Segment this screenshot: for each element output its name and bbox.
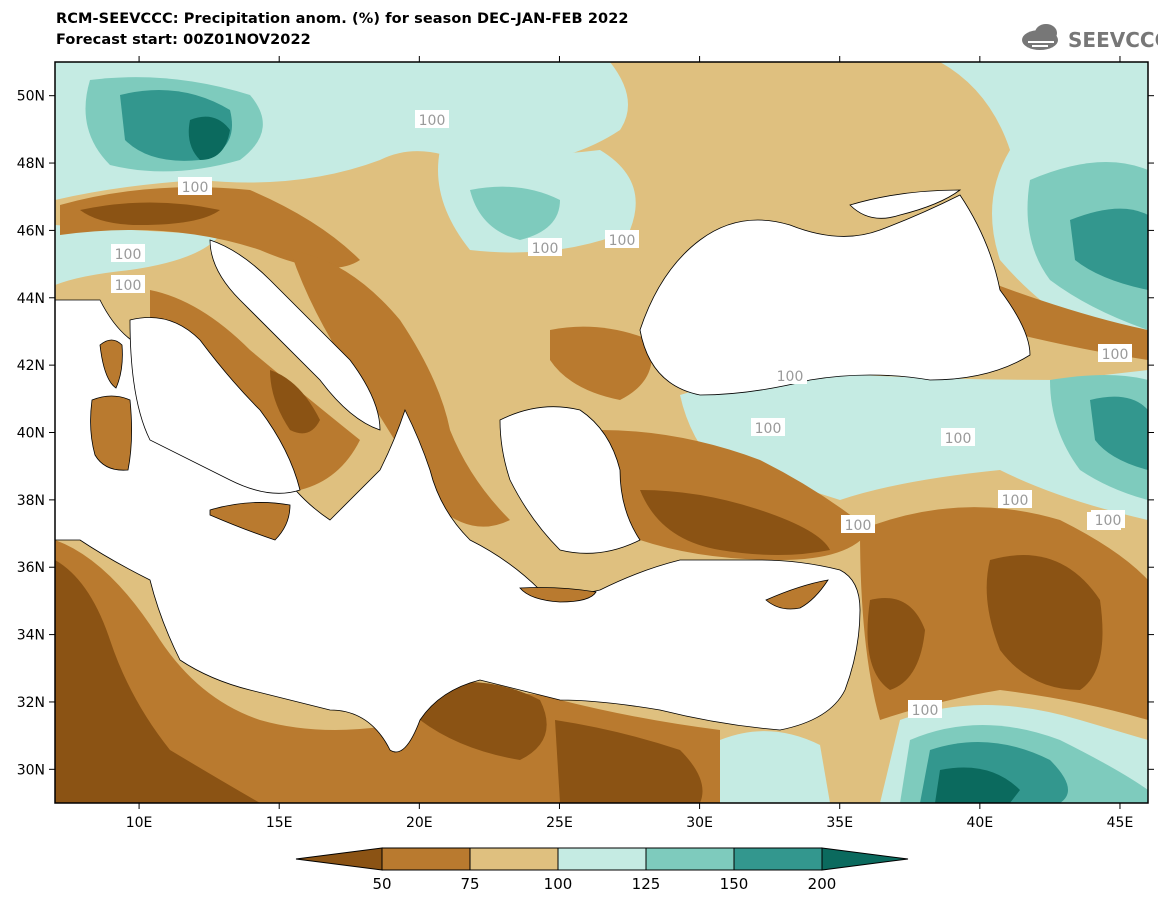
contour-label: 100 <box>773 366 807 385</box>
colorbar-segment <box>557 847 647 871</box>
field-very-dry-1 <box>80 202 220 225</box>
sea-black <box>639 194 1031 396</box>
svg-text:100: 100 <box>609 233 636 249</box>
map-plot-area: 100 100 100 100 100 100 100 100 100 100 100 100 100 1… <box>55 62 1148 803</box>
field-very-dry-4 <box>986 555 1103 690</box>
svg-text:100: 100 <box>1102 347 1129 363</box>
colorbar-arrow-low <box>295 847 383 871</box>
colorbar-label: 150 <box>720 875 749 893</box>
contour-label: 100 <box>751 418 785 437</box>
svg-text:100: 100 <box>419 113 446 129</box>
contour-label: 100 <box>908 700 942 719</box>
field-very-dry-8 <box>555 720 703 803</box>
contour-label: 100 <box>605 230 639 249</box>
field-very-dry-6 <box>55 560 260 803</box>
field-dry-balkans <box>290 250 510 527</box>
lon-tick-label: 35E <box>826 815 853 831</box>
colorbar-segment <box>645 847 735 871</box>
contour-label: 100 <box>178 177 212 196</box>
colorbar-label: 50 <box>372 875 391 893</box>
contour-labels: 100 100 100 100 100 100 100 100 100 100 100 100 100 1… <box>111 110 1132 719</box>
lat-tick-label: 38N <box>17 493 45 509</box>
field-wet-darkest-2 <box>935 767 1020 803</box>
lon-tick-label: 10E <box>126 815 153 831</box>
svg-text:100: 100 <box>845 518 872 534</box>
island-corsica <box>99 339 123 389</box>
lat-tick-label: 30N <box>17 762 45 778</box>
lon-tick-label: 30E <box>686 815 713 831</box>
lat-tick-label: 44N <box>17 291 45 307</box>
sea-mediterranean <box>55 299 861 753</box>
lat-tick-label: 34N <box>17 628 45 644</box>
contour-label: 100 <box>998 490 1032 509</box>
svg-text:100: 100 <box>755 421 782 437</box>
contour-label: 100 <box>1091 510 1125 529</box>
svg-text:100: 100 <box>1095 513 1122 529</box>
field-wet-medium-5 <box>470 186 560 240</box>
sea-aegean <box>499 406 641 554</box>
svg-text:100: 100 <box>182 180 209 196</box>
svg-text:100: 100 <box>777 369 804 385</box>
lat-tick-label: 36N <box>17 560 45 576</box>
field-wet-dark-3 <box>1090 396 1148 470</box>
colorbar-label: 200 <box>808 875 837 893</box>
lon-tick-label: 40E <box>967 815 994 831</box>
field-dry-italy <box>150 290 360 490</box>
lat-tick-label: 40N <box>17 426 45 442</box>
sea-adriatic <box>209 239 381 431</box>
contour-label: 100 <box>941 428 975 447</box>
colorbar: 50 75 100 125 150 200 <box>295 847 909 893</box>
colorbar-segment <box>733 847 823 871</box>
logo-text: SEEVCCC <box>1068 28 1158 52</box>
sea-azov <box>849 189 962 219</box>
field-wet-darkest-1 <box>188 116 230 160</box>
lon-tick-label: 15E <box>266 815 293 831</box>
svg-text:100: 100 <box>945 431 972 447</box>
field-dry-bulgaria <box>550 326 652 400</box>
svg-text:100: 100 <box>115 278 142 294</box>
svg-text:100: 100 <box>115 247 142 263</box>
cloud-icon <box>1022 24 1058 50</box>
field-very-dry-3 <box>640 490 830 555</box>
contour-label: 100 <box>841 515 875 534</box>
field-very-dry-5 <box>867 598 925 690</box>
colorbar-label: 75 <box>460 875 479 893</box>
svg-text:100: 100 <box>532 241 559 257</box>
svg-text:100: 100 <box>1002 493 1029 509</box>
colorbar-arrow-high <box>821 847 909 871</box>
field-wet-dark-2 <box>1070 208 1148 290</box>
contour-label: 100 <box>1098 344 1132 363</box>
lat-tick-label: 32N <box>17 695 45 711</box>
axis-ticks: 10E 15E 20E 25E 30E 35E 40E 45E 50N 48N 46N 44N 42N 4… <box>17 56 1154 831</box>
lon-tick-label: 20E <box>406 815 433 831</box>
map-title: RCM-SEEVCCC: Precipitation anom. (%) for… <box>56 11 629 27</box>
island-cyprus <box>765 579 829 610</box>
lat-tick-label: 42N <box>17 358 45 374</box>
seevccc-logo: SEEVCCC <box>1022 24 1158 52</box>
field-wet-sinai <box>720 731 830 803</box>
contour-label: 100 <box>111 275 145 294</box>
lat-tick-label: 50N <box>17 89 45 105</box>
colorbar-segment <box>381 847 471 871</box>
colorbar-label: 125 <box>632 875 661 893</box>
island-crete <box>519 587 597 603</box>
contour-label: 100 <box>528 238 562 257</box>
svg-text:100: 100 <box>912 703 939 719</box>
field-dry-libya <box>55 540 720 803</box>
lon-tick-label: 25E <box>546 815 573 831</box>
field-very-dry-2 <box>270 370 320 434</box>
colorbar-segment <box>469 847 559 871</box>
contour-label: 100 <box>415 110 449 129</box>
lat-tick-label: 48N <box>17 156 45 172</box>
forecast-start-label: Forecast start: 00Z01NOV2022 <box>56 32 311 48</box>
lon-tick-label: 45E <box>1107 815 1134 831</box>
island-sicily <box>209 502 291 541</box>
colorbar-label: 100 <box>544 875 573 893</box>
lat-tick-label: 46N <box>17 223 45 239</box>
contour-label: 100 <box>111 244 145 263</box>
field-very-dry-7 <box>420 682 547 760</box>
island-sardinia <box>90 395 132 471</box>
sea-tyrrhenian <box>129 317 301 494</box>
